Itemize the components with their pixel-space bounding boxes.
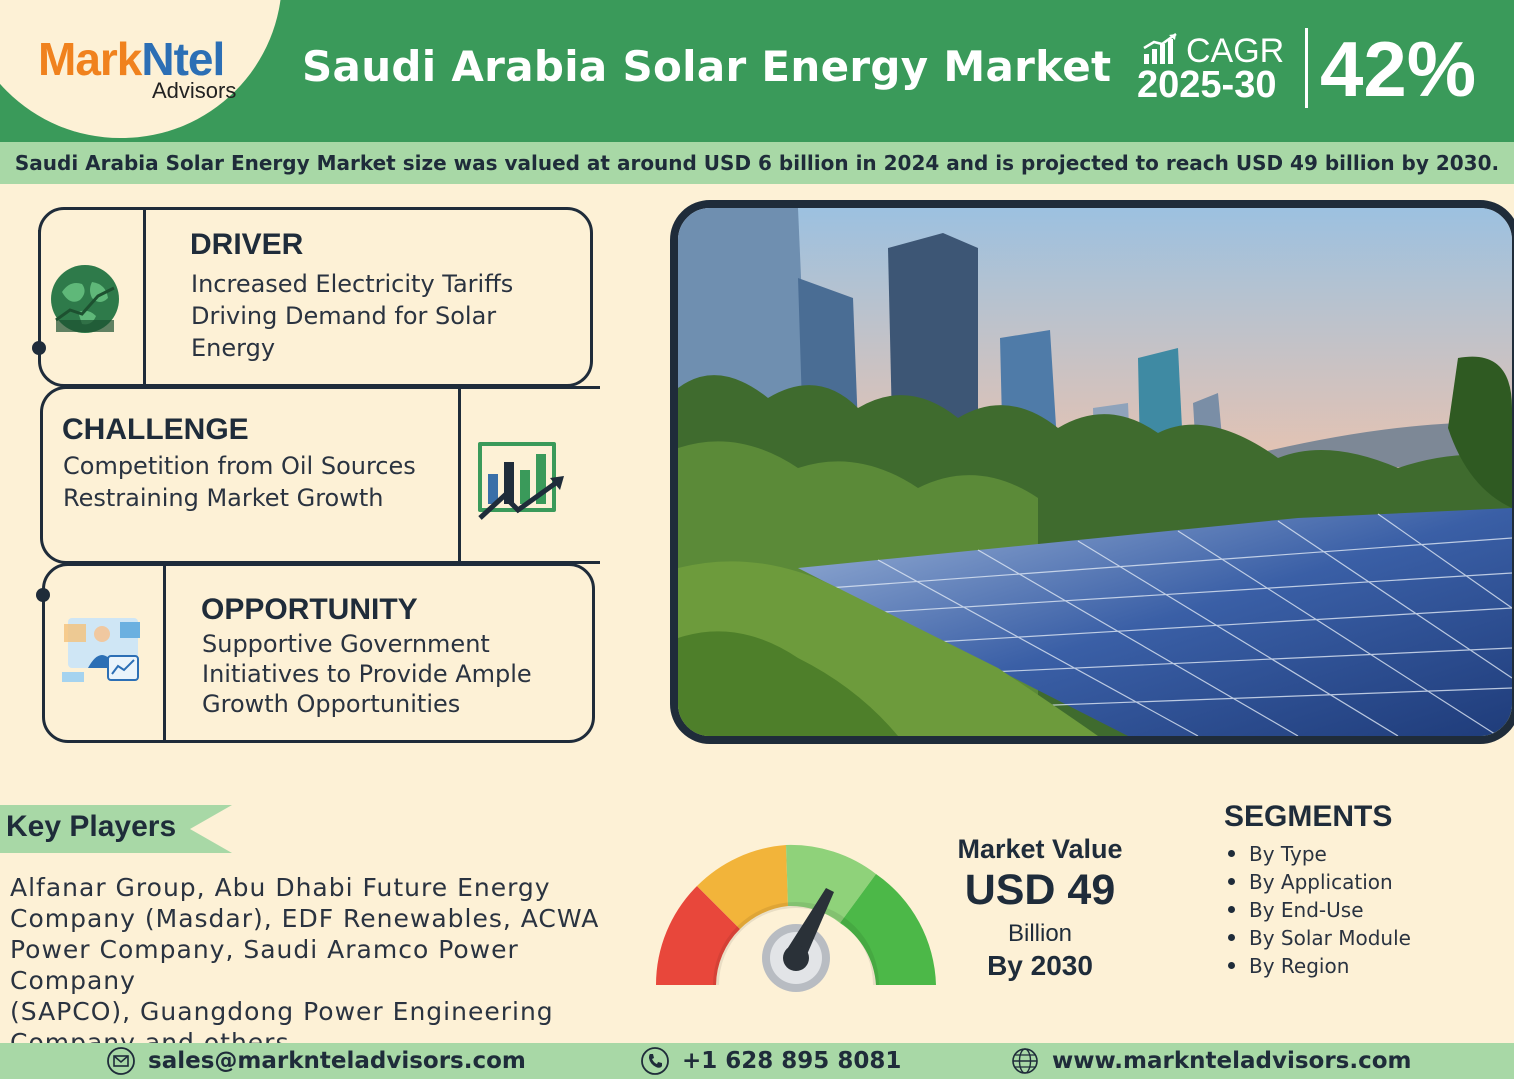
segment-label: By Type bbox=[1249, 842, 1327, 866]
driver-line: Energy bbox=[191, 334, 276, 362]
website-link[interactable]: www.marknteladvisors.com bbox=[1052, 1048, 1412, 1074]
phone-link[interactable]: +1 628 895 8081 bbox=[682, 1048, 902, 1074]
driver-line: Driving Demand for Solar bbox=[191, 302, 497, 330]
driver-globe-icon bbox=[51, 265, 119, 333]
segment-item: By End-Use bbox=[1228, 896, 1411, 924]
segment-item: By Region bbox=[1228, 952, 1411, 980]
footer-email[interactable]: sales@marknteladvisors.com bbox=[106, 1044, 526, 1078]
summary-band: Saudi Arabia Solar Energy Market size wa… bbox=[0, 142, 1514, 184]
driver-dot bbox=[32, 341, 46, 355]
segment-item: By Solar Module bbox=[1228, 924, 1411, 952]
bullet-icon bbox=[1228, 906, 1235, 913]
key-players-line: Alfanar Group, Abu Dhabi Future Energy bbox=[10, 873, 551, 902]
cagr-years: 2025-30 bbox=[1137, 64, 1277, 106]
market-value-label: Market Value bbox=[957, 834, 1123, 864]
key-players-line: Power Company, Saudi Aramco Power Compan… bbox=[10, 935, 519, 995]
bullet-icon bbox=[1228, 934, 1235, 941]
driver-text: Increased Electricity Tariffs Driving De… bbox=[191, 268, 571, 364]
segment-item: By Type bbox=[1228, 840, 1411, 868]
segment-label: By Application bbox=[1249, 870, 1393, 894]
logo-subtitle: Advisors bbox=[152, 78, 237, 103]
challenge-box bbox=[40, 386, 600, 564]
key-players-banner bbox=[0, 805, 232, 853]
footer-bar bbox=[0, 1043, 1514, 1079]
growth-chart-icon bbox=[478, 442, 564, 520]
opportunity-text: Supportive Government Initiatives to Pro… bbox=[202, 629, 582, 719]
cagr-value: 42% bbox=[1320, 25, 1477, 113]
opportunity-analyst-icon bbox=[62, 618, 140, 682]
opportunity-dot bbox=[36, 588, 50, 602]
market-value-amount: USD 49 bbox=[964, 866, 1116, 914]
bullet-icon bbox=[1228, 962, 1235, 969]
footer-phone[interactable]: +1 628 895 8081 bbox=[640, 1044, 901, 1078]
opportunity-divider bbox=[163, 563, 166, 743]
driver-line: Increased Electricity Tariffs bbox=[191, 270, 514, 298]
chart-icon bbox=[1143, 32, 1177, 64]
company-logo[interactable]: MarkNtel bbox=[38, 32, 225, 86]
opportunity-line: Initiatives to Provide Ample bbox=[202, 660, 532, 688]
challenge-title: CHALLENGE bbox=[62, 413, 249, 446]
bullet-icon bbox=[1228, 878, 1235, 885]
segments-title: SEGMENTS bbox=[1224, 800, 1393, 833]
cagr-divider bbox=[1305, 28, 1308, 108]
opportunity-stem bbox=[42, 596, 45, 716]
opportunity-line: Growth Opportunities bbox=[202, 690, 461, 718]
email-link[interactable]: sales@marknteladvisors.com bbox=[148, 1048, 526, 1074]
key-players-label: Key Players bbox=[6, 810, 177, 843]
market-value-year: By 2030 bbox=[987, 950, 1093, 981]
segment-label: By Solar Module bbox=[1249, 926, 1411, 950]
challenge-text: Competition from Oil Sources Restraining… bbox=[63, 450, 453, 514]
header-bar: MarkNtel Advisors Saudi Arabia Solar Ene… bbox=[0, 0, 1514, 142]
page-title: Saudi Arabia Solar Energy Market bbox=[302, 42, 1112, 91]
bullet-icon bbox=[1228, 850, 1235, 857]
gauge-icon bbox=[656, 844, 936, 992]
footer-website[interactable]: www.marknteladvisors.com bbox=[1010, 1044, 1412, 1078]
segments-list: By Type By Application By End-Use By Sol… bbox=[1228, 840, 1411, 980]
opportunity-line: Supportive Government bbox=[202, 630, 490, 658]
driver-divider bbox=[143, 207, 146, 387]
driver-stem bbox=[38, 230, 41, 348]
globe-icon bbox=[1012, 1048, 1038, 1074]
solar-city-illustration bbox=[678, 208, 1512, 736]
challenge-line: Competition from Oil Sources bbox=[63, 452, 416, 480]
segment-item: By Application bbox=[1228, 868, 1411, 896]
market-value-unit: Billion bbox=[1007, 920, 1073, 947]
logo-ntel-text: Ntel bbox=[141, 33, 225, 85]
email-icon bbox=[107, 1047, 135, 1075]
solar-city-photo bbox=[670, 200, 1514, 744]
key-players-line: Company (Masdar), EDF Renewables, ACWA bbox=[10, 904, 600, 933]
key-players-line: (SAPCO), Guangdong Power Engineering bbox=[10, 997, 554, 1026]
key-players-text: Alfanar Group, Abu Dhabi Future Energy C… bbox=[10, 872, 650, 1058]
challenge-line: Restraining Market Growth bbox=[63, 484, 384, 512]
cagr-label: CAGR bbox=[1186, 32, 1285, 70]
phone-icon bbox=[641, 1047, 669, 1075]
challenge-divider bbox=[458, 386, 461, 564]
segment-label: By Region bbox=[1249, 954, 1350, 978]
driver-title: DRIVER bbox=[190, 228, 304, 261]
logo-mark-text: Mark bbox=[38, 33, 142, 85]
opportunity-title: OPPORTUNITY bbox=[201, 593, 418, 626]
segment-label: By End-Use bbox=[1249, 898, 1364, 922]
summary-text: Saudi Arabia Solar Energy Market size wa… bbox=[14, 151, 1500, 175]
